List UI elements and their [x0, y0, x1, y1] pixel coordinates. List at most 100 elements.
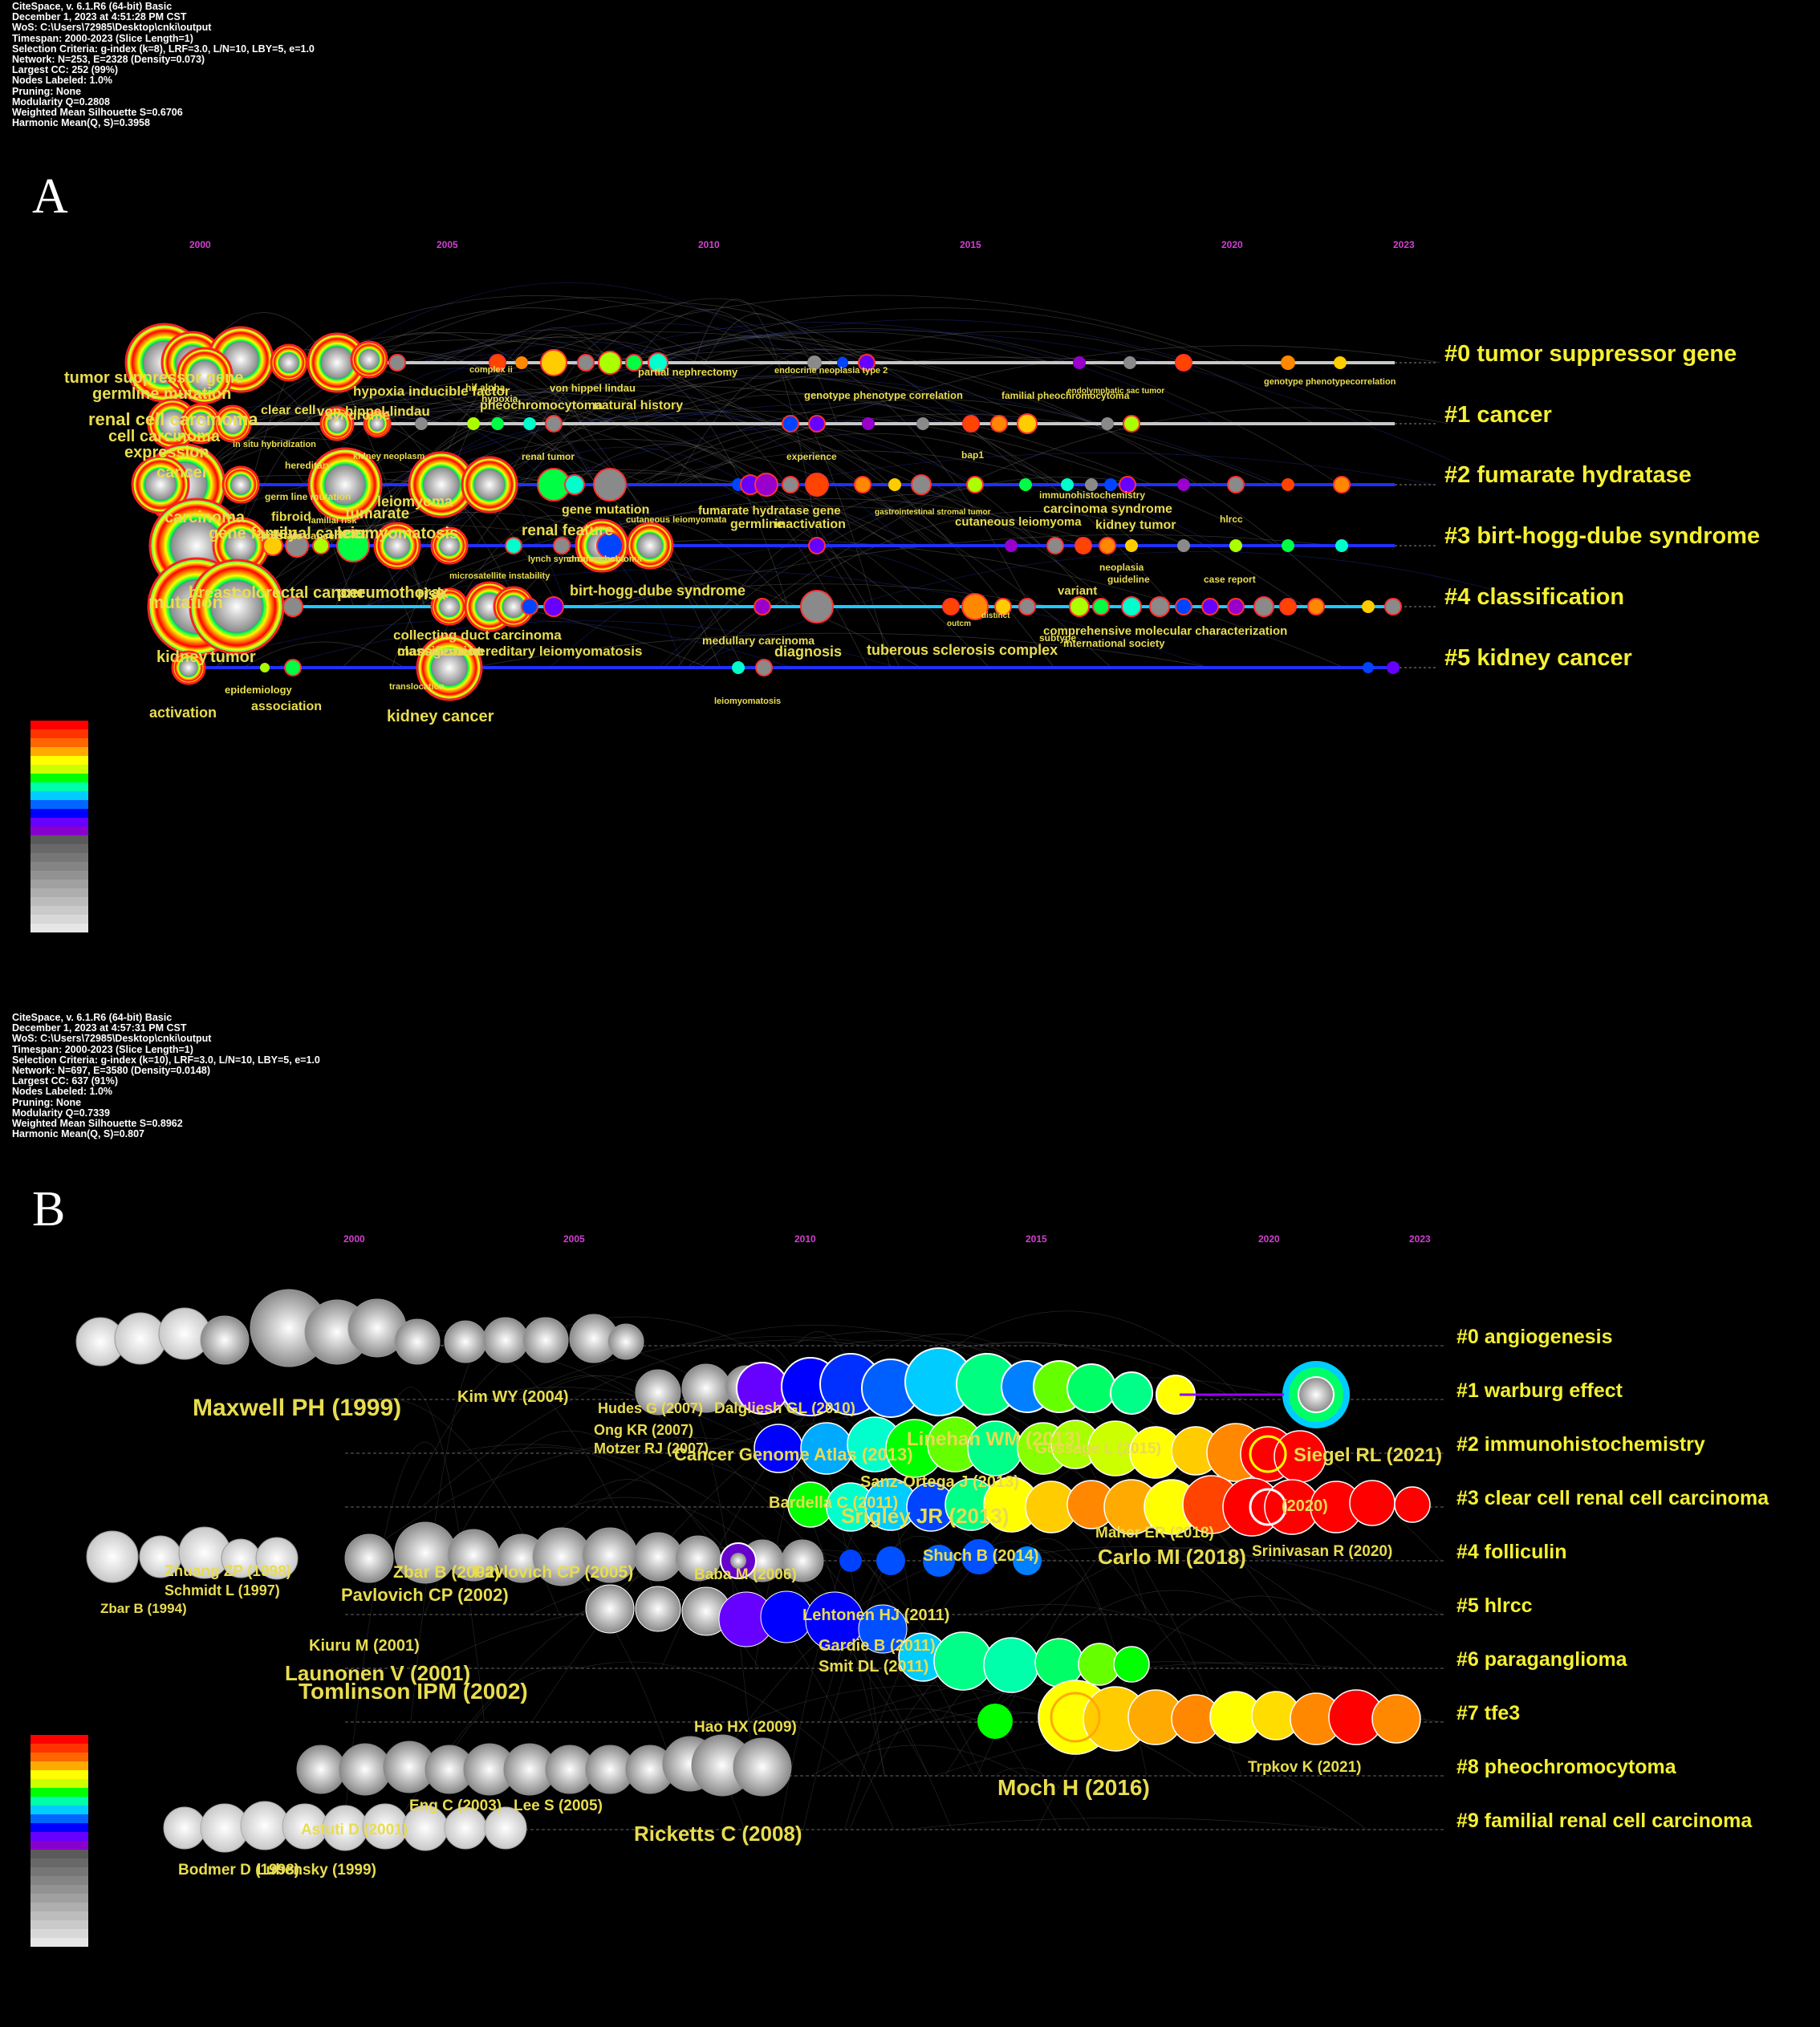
panelA-node	[1123, 415, 1140, 433]
panelA-citation-arc	[283, 295, 792, 364]
panelB-node	[733, 1737, 792, 1797]
panelA-node	[1119, 476, 1136, 494]
panelB-citation-arc	[810, 1745, 1023, 1777]
panelA-node	[962, 415, 980, 433]
panelB-node	[255, 1537, 299, 1580]
legend-year-swatch	[30, 853, 88, 862]
panelB-info-line: Modularity Q=0.7339	[12, 1107, 110, 1119]
panelA-node	[1101, 417, 1114, 430]
panelA-node-label: leiomyomatosis	[714, 697, 782, 706]
panelB-citation-arc	[486, 1548, 676, 1777]
panelA-node-label: epidemiology	[225, 684, 292, 696]
panelA-node	[994, 598, 1012, 615]
panelA-node-label: prostate cancer	[261, 530, 339, 542]
panelB-timeline-network	[75, 1289, 1444, 1853]
panelA-citation-arc	[549, 546, 989, 668]
panelA-node-core	[384, 533, 410, 559]
panelB-cluster-1: #1 warburg effect	[1456, 1379, 1623, 1402]
panelA-node-label: breast	[189, 584, 238, 602]
panelA-node	[1227, 476, 1245, 494]
legend-year-swatch	[30, 915, 88, 924]
legend-year-swatch	[30, 1806, 88, 1814]
panelA-node-core	[439, 596, 460, 617]
panelA-node-core	[474, 469, 505, 500]
panelA-node-label: leiomyoma	[377, 494, 453, 510]
panelA-node-label: tumor	[210, 648, 256, 666]
panelB-year-2023: 2023	[1409, 1233, 1431, 1245]
panelA-node	[966, 476, 984, 494]
panelA-node-label: germline	[730, 518, 784, 531]
panelA-citation-arc	[542, 453, 1435, 546]
panelB-year-2010: 2010	[794, 1233, 816, 1245]
legend-year-swatch	[30, 906, 88, 915]
panelB-node	[344, 1533, 394, 1583]
panelA-node	[782, 415, 799, 433]
panelA-node-label: diagnosis	[774, 644, 843, 660]
panelA-citation-arc	[366, 385, 1154, 485]
panelA-citation-arc	[503, 298, 839, 485]
panelB-cluster-5: #5 hlrcc	[1456, 1594, 1533, 1617]
panelB-node-label: Motzer RJ (2007)	[594, 1440, 709, 1456]
panelB-node	[240, 1801, 290, 1850]
panelB-node	[1371, 1694, 1421, 1744]
panelA-node-label: tumor suppressor gene	[64, 369, 244, 387]
panelB-cluster-9: #9 familial renal cell carcinoma	[1456, 1810, 1753, 1832]
panelA-node	[1075, 537, 1092, 554]
panelA-node-label: renal feature	[522, 522, 614, 539]
panelA-cluster-2: #2 fumarate hydratase	[1444, 462, 1692, 488]
panelB-node-label: Shuch B (2014)	[923, 1547, 1039, 1565]
legend-year-swatch	[30, 1850, 88, 1858]
panelB-node	[1113, 1646, 1150, 1683]
panelA-info-line: Timespan: 2000-2023 (Slice Length=1)	[12, 32, 193, 44]
panelA-node	[1085, 478, 1098, 491]
panelA-node-core	[325, 465, 365, 505]
panelB-node-label: Bardella C (2011)	[769, 1494, 899, 1512]
panelA-node-label: carcinoma	[165, 509, 246, 526]
panelB-info-line: December 1, 2023 at 4:57:31 PM CST	[12, 1022, 187, 1034]
panelB-node-label: Eng C (2003)	[409, 1797, 502, 1814]
panelA-node-label: kidney cancer	[387, 708, 494, 725]
panelA-node-label: natural history	[594, 399, 684, 412]
panelA-node-label: kidney	[156, 648, 208, 666]
panelA-node	[515, 356, 528, 369]
panelA-citation-arc	[357, 417, 551, 546]
panelA-node	[961, 593, 989, 620]
panelB-node-label: (2020)	[1282, 1497, 1328, 1515]
legend-year-swatch	[30, 1832, 88, 1841]
panelA-node-label: von hippel-lindau	[317, 404, 430, 419]
panelA-citation-arc	[341, 553, 741, 668]
legend-year-swatch	[30, 721, 88, 729]
panelA-citation-arc	[680, 433, 1062, 485]
panelB-node-label: Maher ER (2018)	[1095, 1525, 1214, 1542]
panelB-citation-arc	[995, 1546, 1444, 1615]
panelA-node	[808, 537, 826, 554]
panelA-node	[1125, 539, 1138, 552]
panelA-node	[540, 349, 567, 376]
panelA-node	[648, 352, 668, 373]
panelA-node-label: comprehensive molecular characterization	[1043, 624, 1288, 638]
panelA-citation-arc	[643, 403, 1041, 424]
legend-year-swatch	[30, 888, 88, 897]
panelB-node-label: Baba M (2006)	[694, 1566, 797, 1583]
panelA-node	[1175, 354, 1192, 372]
panelA-node	[1362, 600, 1375, 613]
panelB-node	[163, 1806, 206, 1850]
panelA-node-label: neoplasia	[1099, 562, 1144, 573]
panelB-node-label: Smit DL (2011)	[819, 1658, 929, 1676]
panelA-node-label: hypoxia	[481, 393, 518, 404]
panelB-cluster-3: #3 clear cell renal cell carcinoma	[1456, 1487, 1769, 1509]
panelA-citation-arc	[376, 446, 748, 607]
panelA-node-core	[144, 469, 177, 501]
panelB-citation-arc	[406, 1341, 579, 1508]
panelB-node	[114, 1312, 167, 1365]
panelA-node-core	[502, 595, 525, 618]
panelA-node-label: management	[397, 644, 481, 659]
panelA-citation-arc	[561, 368, 789, 607]
panelA-cluster-4: #4 classification	[1444, 584, 1625, 610]
panelA-citation-arc	[393, 375, 1282, 485]
panelA-citation-arc	[512, 520, 789, 607]
panelB-letter: B	[32, 1182, 66, 1237]
panelA-node-label: chromophobe	[567, 554, 626, 564]
panelA-node-label: experience	[786, 451, 837, 462]
panelA-citation-arc	[635, 309, 891, 668]
